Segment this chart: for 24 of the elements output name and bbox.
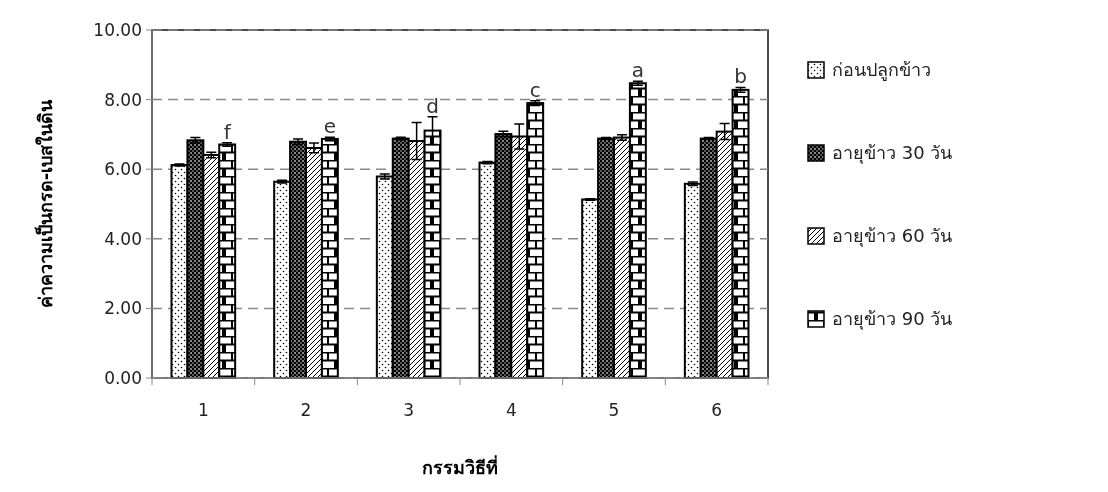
- y-tick-label: 8.00: [104, 89, 142, 110]
- annotation: e: [323, 114, 337, 139]
- annotation: d: [426, 93, 439, 118]
- legend-label: อายุข้าว 30 วัน: [832, 142, 953, 165]
- x-tick-label: 4: [505, 400, 517, 420]
- x-axis-title: กรรมวิธีที่: [422, 455, 498, 478]
- y-tick-label: 4.00: [104, 228, 142, 249]
- y-tick-label: 6.00: [104, 159, 142, 180]
- x-tick-label: 6: [711, 400, 723, 420]
- legend-label: ก่อนปลูกข้าว: [832, 59, 931, 82]
- y-tick-label: 10.00: [93, 19, 142, 40]
- annotation: b: [734, 64, 747, 89]
- y-axis-title: ค่าความเป็นกรด-เบสในดิน: [34, 98, 56, 309]
- annotation: c: [529, 77, 541, 102]
- legend-label: อายุข้าว 90 วัน: [832, 308, 953, 331]
- x-tick-label: 1: [197, 400, 209, 420]
- annotation: a: [631, 58, 644, 83]
- legend-label: อายุข้าว 60 วัน: [832, 225, 953, 248]
- y-tick-label: 2.00: [104, 298, 142, 319]
- x-tick-label: 3: [403, 400, 415, 420]
- annotation: f: [223, 119, 232, 144]
- x-tick-label: 5: [608, 400, 620, 420]
- x-tick-label: 2: [300, 400, 312, 420]
- y-tick-label: 0.00: [104, 367, 142, 388]
